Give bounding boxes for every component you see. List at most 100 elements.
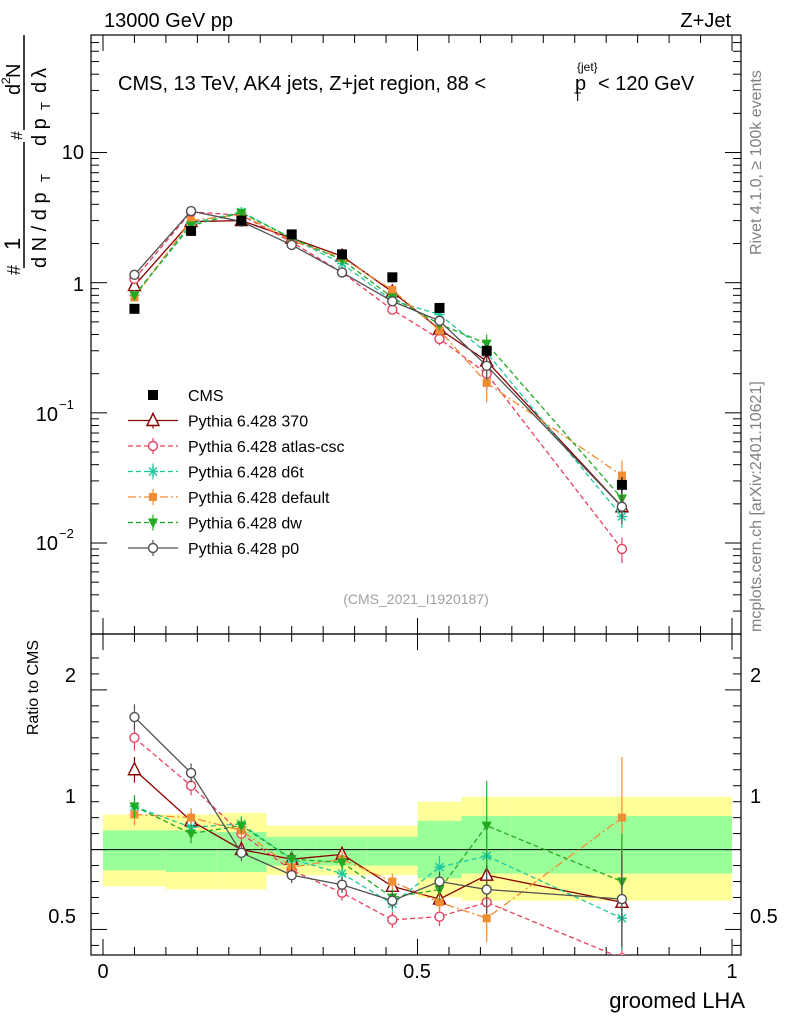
data-point-default <box>388 285 397 294</box>
svg-text:T: T <box>38 102 53 110</box>
legend-item-CMS: CMS <box>148 388 224 405</box>
ratio-point-default <box>187 813 196 822</box>
legend-label-CMS: CMS <box>188 388 224 405</box>
svg-text:1: 1 <box>0 238 25 250</box>
main-series <box>127 205 630 564</box>
chart-title: CMS, 13 TeV, AK4 jets, Z+jet region, 88 … <box>118 60 695 104</box>
legend-marker-atlascsc <box>147 440 159 452</box>
legend-marker-d6t <box>148 466 158 477</box>
legend-marker-CMS <box>148 390 158 400</box>
header-left: 13000 GeV pp <box>104 10 233 32</box>
y-tick-10: 10 <box>62 142 84 164</box>
ratio-line-atlascsc <box>134 737 616 955</box>
ratio-tick-labels: 2 1 0.5 2 1 0.5 <box>48 665 778 928</box>
data-point-CMS <box>434 302 445 313</box>
ratio-axis-label: Ratio to CMS <box>25 640 42 735</box>
ratio-point-p0 <box>129 711 140 723</box>
data-point-p0 <box>616 501 628 512</box>
data-point-dw <box>236 208 247 219</box>
legend-item-p370: Pythia 6.428 370 <box>128 411 308 431</box>
ratio-point-dw <box>186 829 197 840</box>
svg-text:N: N <box>3 64 25 78</box>
data-point-atlascsc <box>387 304 398 315</box>
ratio-point-atlascsc <box>129 732 140 744</box>
svg-text:2: 2 <box>0 77 13 84</box>
ratio-point-atlascsc <box>434 911 445 922</box>
data-point-dw <box>481 339 492 350</box>
ratio-point-default <box>482 914 491 923</box>
legend-label-d6t: Pythia 6.428 d6t <box>188 465 304 482</box>
ratio-point-p0 <box>286 869 297 881</box>
svg-text:T: T <box>574 90 582 104</box>
ratio-point-p0 <box>185 767 197 779</box>
ratio-point-p0 <box>481 884 492 895</box>
series-atlascsc <box>129 206 628 564</box>
data-point-CMS <box>337 249 348 260</box>
ratio-uncertainty-bands <box>103 796 732 901</box>
data-point-default <box>617 471 626 480</box>
data-point-p0 <box>185 205 197 217</box>
legend-marker-p370 <box>145 411 161 427</box>
svg-text:#: # <box>9 131 26 140</box>
ratio-tick-0p5-right: 0.5 <box>750 906 778 928</box>
x-axis-label: groomed LHA <box>609 988 745 1013</box>
data-point-CMS <box>186 225 197 236</box>
legend-marker-dw <box>148 518 158 529</box>
legend-label-p0: Pythia 6.428 p0 <box>188 541 299 558</box>
ratio-tick-2-left: 2 <box>65 665 76 687</box>
ratio-point-default <box>617 813 626 822</box>
ratio-point-p0 <box>387 895 398 906</box>
data-point-atlascsc <box>616 543 628 555</box>
data-point-CMS <box>481 345 492 356</box>
data-point-p0 <box>387 296 398 307</box>
ratio-point-atlascsc <box>617 952 627 955</box>
ratio-point-p0 <box>434 876 445 887</box>
legend-item-default: Pythia 6.428 default <box>128 489 330 507</box>
ratio-plot-frame <box>90 633 742 956</box>
y-tick-0p1-exp: −1 <box>59 397 74 412</box>
svg-text:{jet}: {jet} <box>577 60 598 74</box>
svg-text:d N / d p: d N / d p <box>29 192 51 268</box>
ratio-point-dw <box>129 802 140 813</box>
analysis-watermark: (CMS_2021_I1920187) <box>343 591 489 607</box>
data-point-CMS <box>616 479 627 490</box>
data-point-CMS <box>286 229 297 240</box>
ratio-band-inner <box>103 830 166 871</box>
svg-text:< 120 GeV: < 120 GeV <box>598 73 695 95</box>
x-tick-labels: 0 0.5 1 <box>97 961 737 983</box>
legend-label-p370: Pythia 6.428 370 <box>188 414 308 431</box>
legend-item-p0: Pythia 6.428 p0 <box>128 540 299 558</box>
svg-text:CMS, 13 TeV, AK4 jets, Z+jet r: CMS, 13 TeV, AK4 jets, Z+jet region, 88 … <box>118 73 486 95</box>
data-point-p0 <box>286 239 297 251</box>
ratio-tick-1-right: 1 <box>750 786 761 808</box>
legend-marker-p0 <box>147 542 159 554</box>
ratio-point-p370 <box>127 761 142 776</box>
header-right: Z+Jet <box>680 10 731 32</box>
source-text: mcplots.cern.ch [arXiv:2401.10621] <box>748 381 765 632</box>
y-tick-0p01-exp: −2 <box>59 526 74 541</box>
data-point-CMS <box>236 215 247 226</box>
axis-ticks <box>91 34 741 955</box>
data-point-p0 <box>129 269 140 281</box>
data-point-CMS <box>387 272 398 283</box>
y-tick-labels: 10 1 10 −1 −2 10 −2 <box>36 142 84 555</box>
ratio-point-dw <box>337 858 348 869</box>
svg-text:T: T <box>38 174 53 182</box>
series-line-atlascsc <box>133 211 623 550</box>
data-point-p0 <box>336 267 348 278</box>
rivet-version-text: Rivet 4.1.0, ≥ 100k events <box>748 70 765 255</box>
legend-label-atlascsc: Pythia 6.428 atlas-csc <box>188 439 345 456</box>
legend-item-d6t: Pythia 6.428 d6t <box>128 463 304 482</box>
ratio-point-p0 <box>336 879 348 890</box>
ratio-tick-2-right: 2 <box>750 665 761 687</box>
legend-label-dw: Pythia 6.428 dw <box>188 516 302 533</box>
y-axis-label: # 1 d N / d p T # d 2 N d p T d λ <box>0 35 53 275</box>
svg-text:#: # <box>4 265 24 275</box>
data-point-default <box>482 378 491 387</box>
ratio-point-p0 <box>236 847 247 858</box>
ratio-point-dw <box>236 821 247 832</box>
svg-text:d: d <box>29 82 51 93</box>
ratio-tick-1-left: 1 <box>65 786 76 808</box>
data-point-p0 <box>481 360 492 371</box>
